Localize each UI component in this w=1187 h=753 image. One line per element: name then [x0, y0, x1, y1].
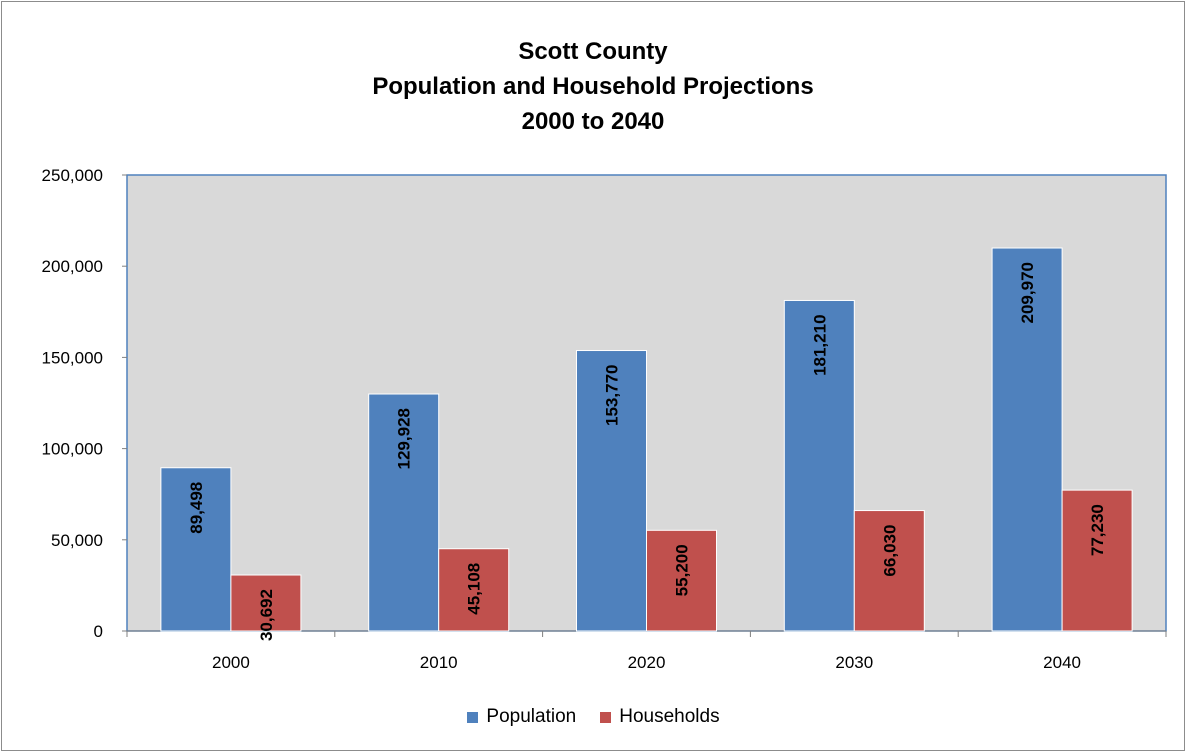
chart-title-line-2: Population and Household Projections: [372, 73, 814, 100]
bar-population: [160, 467, 232, 632]
legend-label-households: Households: [619, 706, 720, 727]
y-tick-label: 50,000: [51, 531, 103, 550]
data-label-households: 45,108: [465, 563, 484, 615]
bar-households: [438, 548, 510, 632]
legend: Population Households: [0, 706, 1187, 728]
bar-households: [646, 529, 717, 632]
data-label-population: 153,770: [603, 365, 622, 426]
y-tick-label: 200,000: [42, 257, 103, 276]
x-tick-label: 2040: [1043, 653, 1081, 672]
y-tick-label: 0: [94, 622, 103, 641]
bar-population: [783, 299, 855, 632]
chart-title: Scott County Population and Household Pr…: [2, 34, 1184, 139]
legend-swatch-population: [467, 711, 479, 723]
legend-label-population: Population: [486, 706, 577, 727]
y-tick-label: 100,000: [42, 440, 103, 459]
legend-swatch-households: [600, 711, 612, 723]
bar-population: [991, 247, 1063, 632]
bar-population: [368, 393, 440, 632]
data-label-population: 181,210: [810, 314, 829, 375]
data-label-households: 30,692: [257, 589, 276, 641]
bar-households: [230, 574, 302, 632]
x-tick-label: 2030: [835, 653, 873, 672]
bar-households: [1061, 489, 1133, 632]
data-label-population: 89,498: [187, 482, 206, 534]
legend-item-households: Households: [600, 706, 720, 728]
y-tick-label: 250,000: [42, 166, 103, 185]
bar-population: [576, 350, 647, 632]
data-label-population: 129,928: [395, 408, 414, 469]
y-tick-label: 150,000: [42, 348, 103, 367]
chart-title-line-3: 2000 to 2040: [521, 108, 665, 135]
data-label-population: 209,970: [1018, 262, 1037, 323]
x-tick-label: 2020: [628, 653, 666, 672]
data-label-households: 55,200: [673, 544, 692, 596]
data-label-households: 66,030: [880, 525, 899, 577]
x-tick-label: 2010: [420, 653, 458, 672]
legend-item-population: Population: [467, 706, 576, 728]
chart-title-line-1: Scott County: [518, 38, 668, 65]
x-tick-label: 2000: [212, 653, 250, 672]
bar-households: [853, 510, 925, 632]
data-label-households: 77,230: [1088, 504, 1107, 556]
